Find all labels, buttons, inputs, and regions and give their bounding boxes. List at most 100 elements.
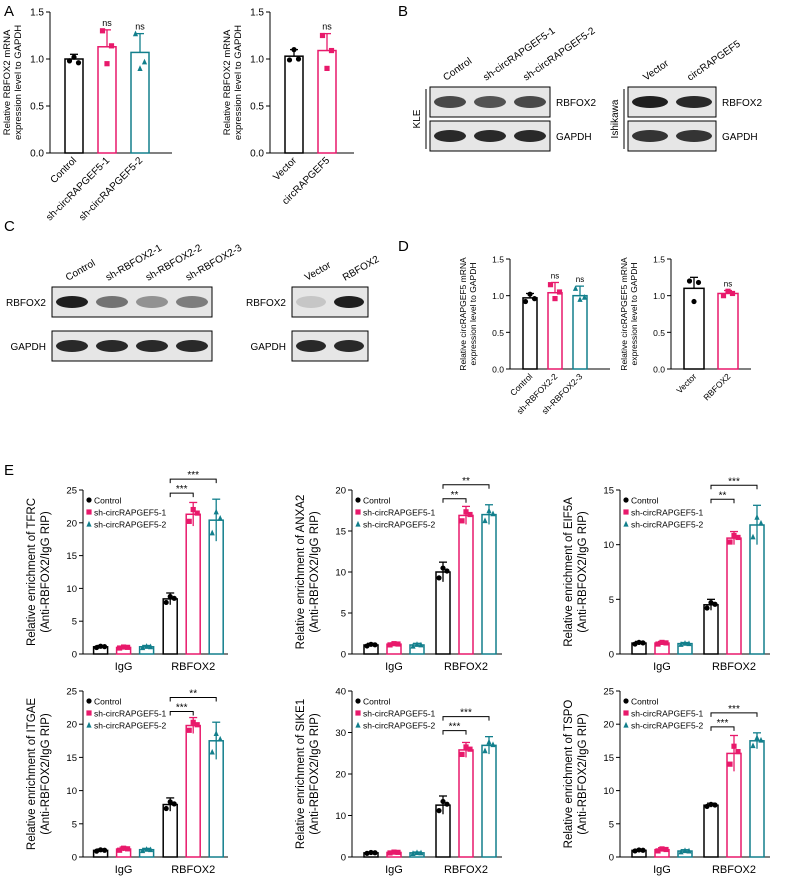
axes: 0 5 10 15 20 25 (66, 486, 228, 661)
data-point (636, 847, 642, 853)
y-axis-label: Relative circRAPGEF5 mRNAexpression leve… (619, 257, 639, 371)
y-tick-label: 0 (72, 853, 77, 864)
lane-label: circRAPGEF5 (685, 39, 743, 84)
y-axis-label: Relative enrichment of TSPO (Anti-RBFOX2/… (563, 700, 589, 849)
data-point (735, 749, 741, 755)
y-tick-label: 0.0 (653, 365, 665, 375)
significance-label: ** (451, 490, 459, 501)
y-tick-label: 0.0 (492, 365, 504, 375)
significance-label: ** (719, 490, 727, 501)
data-point (490, 741, 496, 748)
blot-c2: Vector RBFOX2 RBFOX2 GAPDH (246, 254, 382, 362)
data-point (682, 640, 688, 646)
data-point (522, 298, 529, 305)
data-point (171, 801, 177, 807)
data-point (148, 643, 154, 650)
y-axis-label-line: expression level to GAPDH (233, 25, 244, 140)
data-point (678, 848, 684, 855)
band (176, 296, 208, 308)
data-point (463, 744, 469, 750)
legend-label: Control (363, 697, 391, 707)
y-axis-label: Relative RBFOX2 mRNAexpression level to … (2, 25, 24, 140)
band (514, 130, 546, 142)
y-axis-label: Relative RBFOX2 mRNAexpression level to … (222, 25, 244, 140)
x-group-label: RBFOX2 (444, 864, 488, 876)
data-point (444, 801, 450, 807)
y-tick-label: 0 (609, 650, 614, 661)
target-label: GAPDH (556, 132, 592, 143)
data-point (708, 600, 714, 606)
data-point (695, 279, 702, 286)
data-point (71, 54, 77, 60)
y-tick-label: 0.5 (30, 102, 44, 113)
y-tick-label: 1.5 (250, 8, 264, 19)
y-tick-label: 10 (335, 811, 346, 822)
lane-label: Control (441, 56, 474, 84)
significance-bracket (710, 712, 758, 717)
data-point (387, 642, 393, 648)
axes: 0 5 10 15 (603, 486, 770, 661)
data-point (754, 514, 760, 520)
data-point (758, 736, 764, 743)
legend-marker (86, 520, 92, 527)
target-label: RBFOX2 (246, 298, 286, 309)
significance-label: ** (462, 476, 470, 487)
data-point (186, 727, 192, 733)
data-point (444, 568, 450, 574)
y-axis-label: Relative enrichment of EIF5A (Anti-RBFOX2… (563, 497, 589, 647)
data-point (750, 533, 756, 540)
significance-bracket (710, 484, 758, 490)
x-group-label: IgG (115, 864, 133, 876)
legend-marker (623, 721, 629, 728)
band (176, 340, 208, 352)
legend-marker (86, 497, 92, 503)
data-point (94, 848, 100, 854)
data-point (410, 642, 416, 649)
x-group-label: RBFOX2 (712, 864, 756, 876)
data-point (372, 642, 378, 648)
significance-label: *** (728, 704, 740, 715)
band (96, 296, 128, 308)
legend-marker (355, 698, 361, 704)
cell-line-label: Ishikawa (610, 99, 621, 138)
data-point (368, 641, 374, 647)
y-axis-label-line: Relative enrichment of TSPO (563, 700, 575, 849)
data-point (410, 850, 416, 856)
data-point (712, 802, 718, 808)
data-point (98, 847, 104, 853)
blot-b1: Control sh-circRAPGEF5-1sh-circRAPGEF5-2 R… (412, 25, 598, 152)
y-axis-label-line: Relative enrichment of EIF5A (563, 497, 575, 647)
significance-label: *** (449, 722, 461, 733)
y-tick-label: 5 (341, 609, 346, 620)
y-tick-label: 0 (341, 650, 346, 661)
significance-label: ** (189, 689, 197, 700)
data-point (137, 65, 143, 71)
y-tick-label: 10 (603, 540, 614, 551)
data-point (655, 641, 661, 647)
data-point (632, 848, 638, 854)
axes: 0.0 0.5 1.0 1.5 (250, 8, 354, 160)
data-point (395, 641, 401, 647)
band (676, 130, 712, 142)
band (676, 96, 712, 108)
y-axis-label: Relative enrichment of ANXA2 (Anti-RBFOX2… (295, 495, 321, 650)
legend-marker (86, 509, 92, 515)
blot-b2: Vector circRAPGEF5 RBFOX2 GAPDH Ishikawa (610, 39, 762, 152)
data-point (190, 506, 196, 513)
y-axis-label-line: Relative RBFOX2 mRNA (2, 29, 13, 135)
data-point (194, 722, 200, 728)
legend-label: sh-circRAPGEF5-2 (631, 721, 704, 731)
y-axis-label-line: (Anti-RBFOX2/IgG RIP) (40, 713, 52, 835)
significance-label: ns (135, 22, 145, 32)
legend-marker (86, 710, 92, 716)
data-point (186, 518, 192, 524)
data-point (98, 643, 104, 649)
band (96, 340, 128, 352)
significance-bracket (169, 697, 217, 702)
data-point (731, 532, 737, 539)
x-group-label: IgG (385, 864, 403, 876)
legend-marker (355, 509, 361, 515)
y-tick-label: 0.5 (653, 328, 665, 338)
